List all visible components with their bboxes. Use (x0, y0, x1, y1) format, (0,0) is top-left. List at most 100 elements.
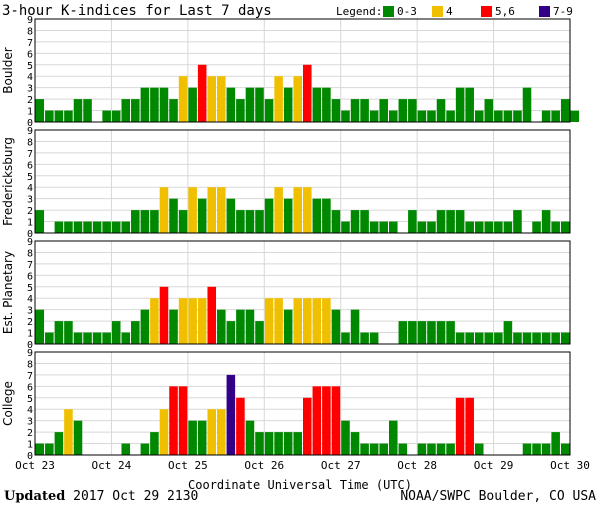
kp-bar (551, 332, 560, 344)
kp-bar (532, 443, 541, 455)
legend-swatch (481, 6, 492, 17)
kp-bar (131, 210, 140, 233)
kp-bar (312, 386, 322, 455)
kp-bar (236, 397, 245, 455)
kp-bar (121, 221, 131, 233)
kp-bar (293, 187, 302, 233)
kp-bar (197, 298, 207, 344)
kp-bar (541, 210, 551, 233)
kp-bar (188, 420, 197, 455)
kp-bar (169, 198, 178, 233)
updated-timestamp: Updated 2017 Oct 29 2130 (4, 489, 198, 504)
kp-bar (503, 221, 513, 233)
kp-bar (398, 443, 408, 455)
panel-label: Fredericksburg (1, 137, 15, 226)
x-axis-label: Coordinate Universal Time (UTC) (188, 478, 412, 492)
kp-bar (312, 298, 322, 344)
y-tick-label: 3 (27, 417, 33, 428)
x-tick-label: Oct 29 (474, 459, 514, 472)
kp-bar (140, 87, 150, 122)
kp-bar (398, 321, 408, 344)
kp-bar (541, 332, 551, 344)
panel-frame (34, 351, 571, 456)
kp-bar (513, 210, 522, 233)
kp-bar (513, 332, 522, 344)
kp-bar (217, 187, 226, 233)
y-tick-label: 6 (27, 160, 33, 171)
y-tick-label: 9 (27, 126, 33, 137)
kp-bar (92, 221, 102, 233)
kp-bar (264, 198, 274, 233)
kp-bar (465, 87, 474, 122)
y-tick-label: 4 (27, 72, 33, 83)
kp-bar (35, 210, 45, 233)
kp-bar (369, 443, 379, 455)
y-tick-label: 7 (27, 38, 33, 49)
panel-frame (34, 18, 571, 123)
kp-bar (102, 110, 111, 122)
kp-bar (121, 332, 131, 344)
kp-bar (303, 298, 312, 344)
kp-bar (513, 110, 522, 122)
kp-bar (64, 321, 73, 344)
kp-bar (73, 332, 83, 344)
kp-bar (560, 332, 570, 344)
kp-bar (436, 210, 446, 233)
kp-bar (73, 420, 83, 455)
kp-bar (45, 443, 54, 455)
kp-bar (303, 64, 312, 122)
y-tick-label: 9 (27, 237, 33, 248)
kp-bar (570, 110, 580, 122)
kp-bar (560, 443, 570, 455)
kp-bar (522, 443, 532, 455)
kp-bar (455, 210, 465, 233)
legend-item-label: 0-3 (397, 5, 417, 18)
kp-bar (140, 210, 150, 233)
kp-bar (102, 332, 111, 344)
kp-bar (322, 87, 331, 122)
kp-bar (494, 332, 503, 344)
y-tick-label: 9 (27, 348, 33, 359)
kp-bar (245, 309, 255, 344)
kp-bar (541, 443, 551, 455)
kp-bar (264, 432, 274, 455)
kp-bar (64, 110, 73, 122)
kp-bar (293, 76, 302, 122)
kp-bar (83, 332, 92, 344)
panel-frame (34, 240, 571, 345)
kp-bar (45, 332, 54, 344)
kp-bar (427, 321, 436, 344)
kp-bar (427, 221, 436, 233)
kp-bar (427, 443, 436, 455)
kp-bar (236, 210, 245, 233)
kp-bar (274, 187, 283, 233)
kp-bar (465, 221, 474, 233)
kp-bar (54, 221, 64, 233)
kp-bar (560, 221, 570, 233)
y-tick-label: 8 (27, 359, 33, 370)
kp-bar (217, 409, 226, 455)
y-tick-label: 5 (27, 61, 33, 72)
kp-bar (226, 198, 236, 233)
credit-text: NOAA/SWPC Boulder, CO USA (400, 489, 596, 504)
kp-bar (245, 420, 255, 455)
kp-bar (64, 409, 73, 455)
kp-bar (446, 321, 455, 344)
y-tick-label: 1 (27, 329, 33, 340)
kp-bar (73, 99, 83, 122)
kp-bar (226, 87, 236, 122)
x-tick-label: Oct 27 (321, 459, 361, 472)
kp-bar (83, 99, 92, 122)
legend-swatch (383, 6, 394, 17)
kp-bar (293, 432, 302, 455)
kp-bar (207, 286, 217, 344)
kp-bar (226, 374, 236, 455)
kp-bar (178, 386, 188, 455)
kp-bar (236, 309, 245, 344)
kp-bar (140, 309, 150, 344)
kp-bar (159, 286, 169, 344)
kp-bar (417, 443, 427, 455)
legend-swatch (432, 6, 443, 17)
kp-bar (360, 99, 369, 122)
